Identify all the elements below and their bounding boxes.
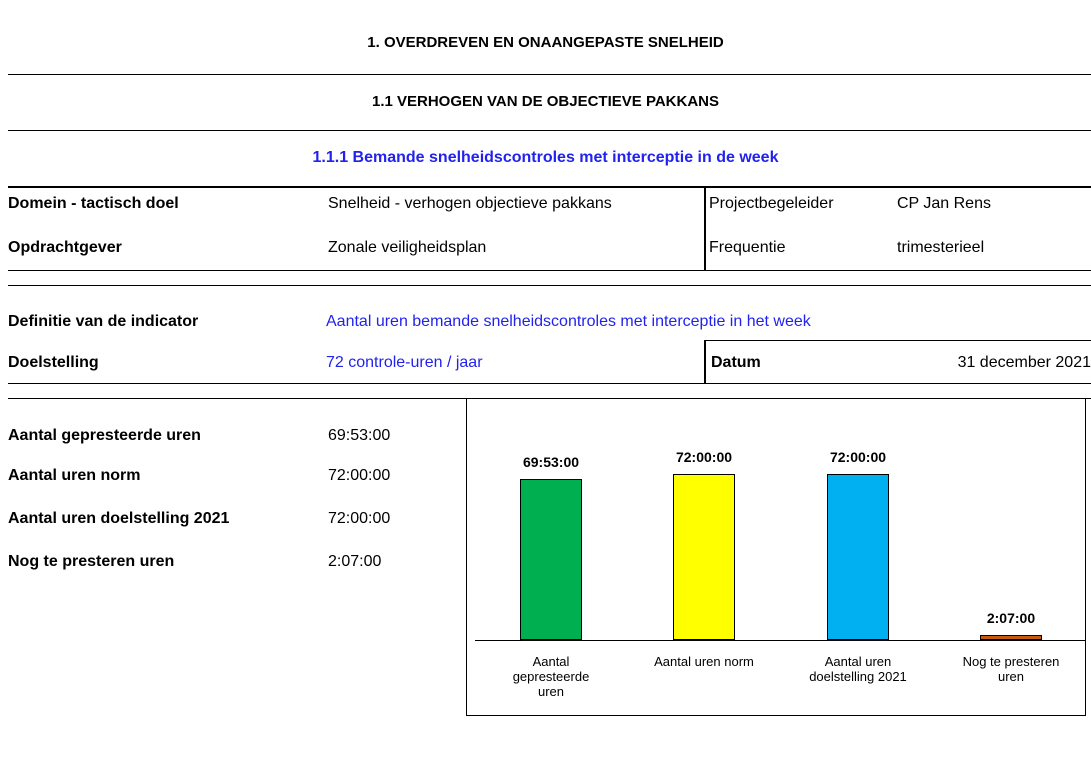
heading: 1.1 VERHOGEN VAN DE OBJECTIEVE PAKKANS xyxy=(371,93,719,110)
stat-value: 2:07:00 xyxy=(328,553,382,570)
x-tick-label: Aantal uren norm xyxy=(654,654,754,669)
stat-label: Aantal gepresteerde uren xyxy=(8,427,201,444)
data-label: 72:00:00 xyxy=(829,449,887,465)
stat-value: 72:00:00 xyxy=(328,510,391,527)
bar xyxy=(980,635,1042,640)
data-label: 2:07:00 xyxy=(986,610,1036,627)
x-tick-label: Nog te presteren uren xyxy=(962,654,1060,684)
rule xyxy=(8,285,1091,286)
stat-label: Nog te presteren uren xyxy=(8,553,175,570)
stat-value: 72:00:00 xyxy=(328,467,391,484)
x-tick-label: Aantal uren doelstelling 2021 xyxy=(809,654,907,684)
label: Datum xyxy=(711,354,761,371)
value: trimesterieel xyxy=(897,239,985,256)
value: 72 controle-uren / jaar xyxy=(326,354,483,371)
rule xyxy=(8,130,1091,131)
rule xyxy=(8,383,1091,384)
divider xyxy=(704,187,706,270)
rule xyxy=(8,186,1091,188)
rule xyxy=(705,340,1091,341)
rule xyxy=(8,74,1091,75)
bar xyxy=(520,478,582,640)
rule xyxy=(8,270,1091,271)
label: Definitie van de indicator xyxy=(8,313,199,330)
heading: 1.1.1 Bemande snelheidscontroles met int… xyxy=(312,149,779,166)
bar xyxy=(673,474,735,640)
chart: 69:53:00 Aantal gepresteerde uren 72:00:00… xyxy=(466,398,1086,716)
label: Domein - tactisch doel xyxy=(8,195,179,212)
stat-label: Aantal uren doelstelling 2021 xyxy=(8,510,230,527)
value: 31 december 2021 xyxy=(957,354,1091,371)
bar xyxy=(827,474,889,640)
label: Frequentie xyxy=(709,239,786,256)
baseline xyxy=(475,640,1085,641)
stat-label: Aantal uren norm xyxy=(8,467,141,484)
value: Zonale veiligheidsplan xyxy=(328,239,487,256)
value: Snelheid - verhogen objectieve pakkans xyxy=(328,195,612,212)
label: Doelstelling xyxy=(8,354,99,371)
value: CP Jan Rens xyxy=(897,195,991,212)
stat-value: 69:53:00 xyxy=(328,427,391,444)
value: Aantal uren bemande snelheidscontroles m… xyxy=(326,313,811,330)
x-tick-label: Aantal gepresteerde uren xyxy=(512,654,590,699)
divider xyxy=(704,340,706,383)
heading: 1. OVERDREVEN EN ONAANGEPASTE SNELHEID xyxy=(367,34,724,51)
label: Projectbegeleider xyxy=(709,195,834,212)
label: Opdrachtgever xyxy=(8,239,122,256)
data-label: 69:53:00 xyxy=(522,453,580,470)
data-label: 72:00:00 xyxy=(675,449,733,465)
